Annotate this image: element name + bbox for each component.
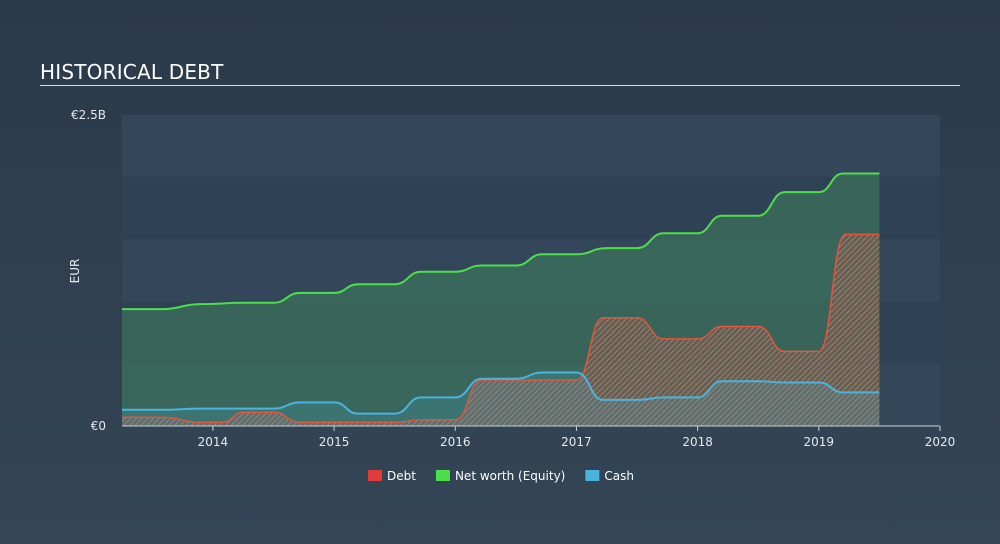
y-tick-label: €0: [91, 419, 106, 433]
x-tick-label: 2019: [804, 435, 835, 449]
debt-area: [122, 234, 880, 426]
legend-label: Cash: [604, 469, 634, 483]
cash-line: [122, 371, 880, 415]
series-areas: [122, 173, 880, 426]
equity-line: [122, 172, 880, 311]
x-tick-label: 2018: [682, 435, 713, 449]
legend-swatch: [585, 470, 600, 481]
x-tick-label: 2020: [925, 435, 956, 449]
y-tick-label: €2.5B: [71, 108, 106, 122]
x-tick-label: 2014: [198, 435, 229, 449]
title-divider: [40, 85, 960, 86]
plot-band: [122, 115, 940, 178]
legend: Debt Net worth (Equity) Cash: [368, 469, 634, 483]
chart-title: HISTORICAL DEBT: [40, 60, 224, 84]
legend-label: Debt: [387, 469, 416, 483]
x-tick-label: 2017: [561, 435, 592, 449]
y-axis-label: EUR: [68, 259, 82, 284]
series-lines: [121, 172, 880, 424]
axes: 2014 2015 2016 2017 2018 2019 2020 €2.5B €0: [71, 108, 955, 449]
cash-area: [122, 372, 880, 426]
x-tick-label: 2015: [319, 435, 350, 449]
legend-swatch: [368, 470, 382, 481]
x-tick-label: 2016: [440, 435, 471, 449]
legend-label: Net worth (Equity): [455, 469, 565, 483]
legend-swatch: [435, 470, 450, 481]
debt-line: [121, 233, 880, 424]
